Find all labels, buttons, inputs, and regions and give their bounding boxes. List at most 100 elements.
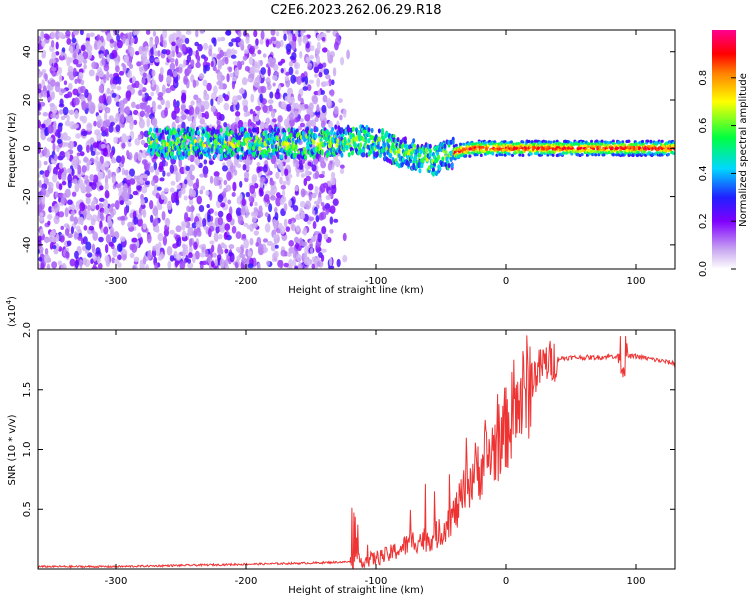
spectrogram-cell bbox=[178, 190, 182, 199]
spectrogram-cell bbox=[74, 250, 79, 259]
spectrogram-cell bbox=[183, 75, 188, 85]
spectrogram-cell bbox=[270, 245, 276, 252]
spectrogram-cell bbox=[190, 59, 195, 68]
spectrogram-cell bbox=[102, 149, 109, 157]
spectrogram-cell bbox=[111, 174, 117, 185]
spectrogram-cell bbox=[103, 226, 109, 235]
spectrogram-cell bbox=[157, 233, 164, 242]
spectrogram-cell bbox=[140, 198, 146, 206]
spectrogram-cell bbox=[38, 111, 42, 116]
spectrogram-cell bbox=[38, 119, 42, 129]
spectrogram-cell bbox=[161, 49, 168, 55]
spectrogram-cell bbox=[511, 153, 514, 157]
spectrogram-cell bbox=[174, 155, 178, 161]
spectrogram-cell bbox=[259, 189, 264, 197]
spectrogram-cell bbox=[253, 135, 257, 141]
spectrogram-cell bbox=[262, 238, 269, 243]
spectrogram-cell bbox=[89, 174, 95, 182]
spectrogram-cell bbox=[86, 204, 92, 211]
spectrogram-cell bbox=[219, 59, 223, 67]
spectrogram-cell bbox=[266, 240, 273, 246]
spectrogram-cell bbox=[286, 103, 292, 112]
spectrogram-cell bbox=[81, 165, 87, 173]
spectrogram-cell bbox=[141, 97, 146, 102]
spectrogram-cell bbox=[64, 207, 69, 218]
spectrogram-cell bbox=[339, 114, 343, 121]
spectrogram-cell bbox=[66, 240, 72, 247]
spectrogram-cell bbox=[263, 247, 268, 253]
spectrogram-cell bbox=[121, 62, 125, 67]
spectrogram-cell bbox=[106, 95, 112, 105]
spectrogram-cell bbox=[133, 119, 138, 126]
spectrogram-cell bbox=[242, 55, 248, 61]
spectrogram-cell bbox=[86, 186, 91, 195]
spectrogram-cell bbox=[483, 141, 487, 145]
spectrogram-cell bbox=[141, 46, 147, 52]
spectrogram-cell bbox=[125, 38, 129, 46]
spectrogram-cell bbox=[169, 229, 175, 235]
y-tick-label: 20 bbox=[22, 94, 33, 107]
spectrogram-cell bbox=[227, 131, 231, 137]
spectrogram-cell bbox=[275, 171, 280, 180]
spectrogram-cell bbox=[98, 95, 105, 104]
spectrogram-cell bbox=[57, 131, 61, 139]
spectrogram-cell bbox=[308, 64, 312, 70]
spectrogram-cell bbox=[200, 153, 204, 159]
spectrogram-cell bbox=[82, 245, 87, 252]
spectrogram-cell bbox=[165, 75, 172, 85]
spectrogram-cell bbox=[63, 241, 68, 247]
spectrogram-cell bbox=[60, 88, 67, 93]
spectrogram-cell bbox=[240, 60, 245, 66]
spectrogram-cell bbox=[273, 250, 279, 259]
spectrogram-cell bbox=[304, 154, 308, 160]
spectrogram-cell bbox=[166, 245, 173, 256]
spectrogram-cell bbox=[317, 89, 321, 96]
spectrogram-cell bbox=[649, 139, 653, 143]
spectrogram-cell bbox=[44, 74, 48, 82]
spectrogram-cell bbox=[213, 85, 218, 95]
spectrogram-cell bbox=[299, 50, 303, 59]
spectrogram-cell bbox=[259, 121, 265, 131]
spectrogram-cell bbox=[104, 111, 108, 122]
spectrogram-cell bbox=[116, 85, 122, 91]
spectrogram-cell bbox=[317, 63, 324, 70]
spectrogram-cell bbox=[298, 237, 304, 246]
spectrogram-cell bbox=[245, 208, 250, 218]
x-tick-label: -200 bbox=[235, 276, 258, 287]
spectrogram-cell bbox=[63, 80, 68, 86]
spectrogram-cell bbox=[336, 137, 340, 144]
spectrogram-cell bbox=[245, 36, 250, 45]
spectrogram-cell bbox=[327, 97, 331, 107]
spectrogram-cell bbox=[248, 56, 254, 66]
spectrogram-cell bbox=[195, 221, 202, 228]
spectrogram-cell bbox=[183, 195, 188, 201]
spectrogram-cell bbox=[79, 85, 86, 94]
spectrogram-cell bbox=[100, 30, 107, 33]
spectrogram-cell bbox=[217, 37, 221, 42]
spectrogram-cell bbox=[95, 204, 100, 211]
spectrogram-cell bbox=[274, 212, 279, 221]
spectrogram-cell bbox=[451, 139, 455, 145]
spectrogram-cell bbox=[79, 151, 85, 157]
spectrogram-cell bbox=[83, 178, 91, 186]
spectrogram-cell bbox=[198, 204, 205, 213]
spectrogram-cell bbox=[82, 59, 88, 65]
spectrogram-cell bbox=[308, 192, 313, 201]
spectrogram-cell bbox=[154, 58, 160, 63]
spectrogram-cell bbox=[498, 153, 502, 157]
spectrogram-cell bbox=[158, 72, 164, 83]
spectrogram-cell bbox=[251, 222, 258, 229]
spectrogram-cell bbox=[49, 102, 55, 108]
spectrogram-cell bbox=[255, 105, 262, 111]
spectrogram-cell bbox=[203, 93, 210, 101]
colorbar-tick-label: 0.6 bbox=[698, 118, 709, 134]
spectrogram-cell bbox=[320, 248, 327, 253]
spectrogram-cell bbox=[153, 161, 158, 171]
spectrogram-cell bbox=[42, 112, 49, 117]
spectrogram-cell bbox=[234, 128, 238, 134]
spectrogram-cell bbox=[450, 162, 454, 169]
spectrogram-cell bbox=[283, 131, 287, 138]
spectrogram-cell bbox=[196, 195, 203, 205]
spectrogram-cell bbox=[307, 161, 312, 167]
spectrogram-cell bbox=[272, 82, 276, 87]
